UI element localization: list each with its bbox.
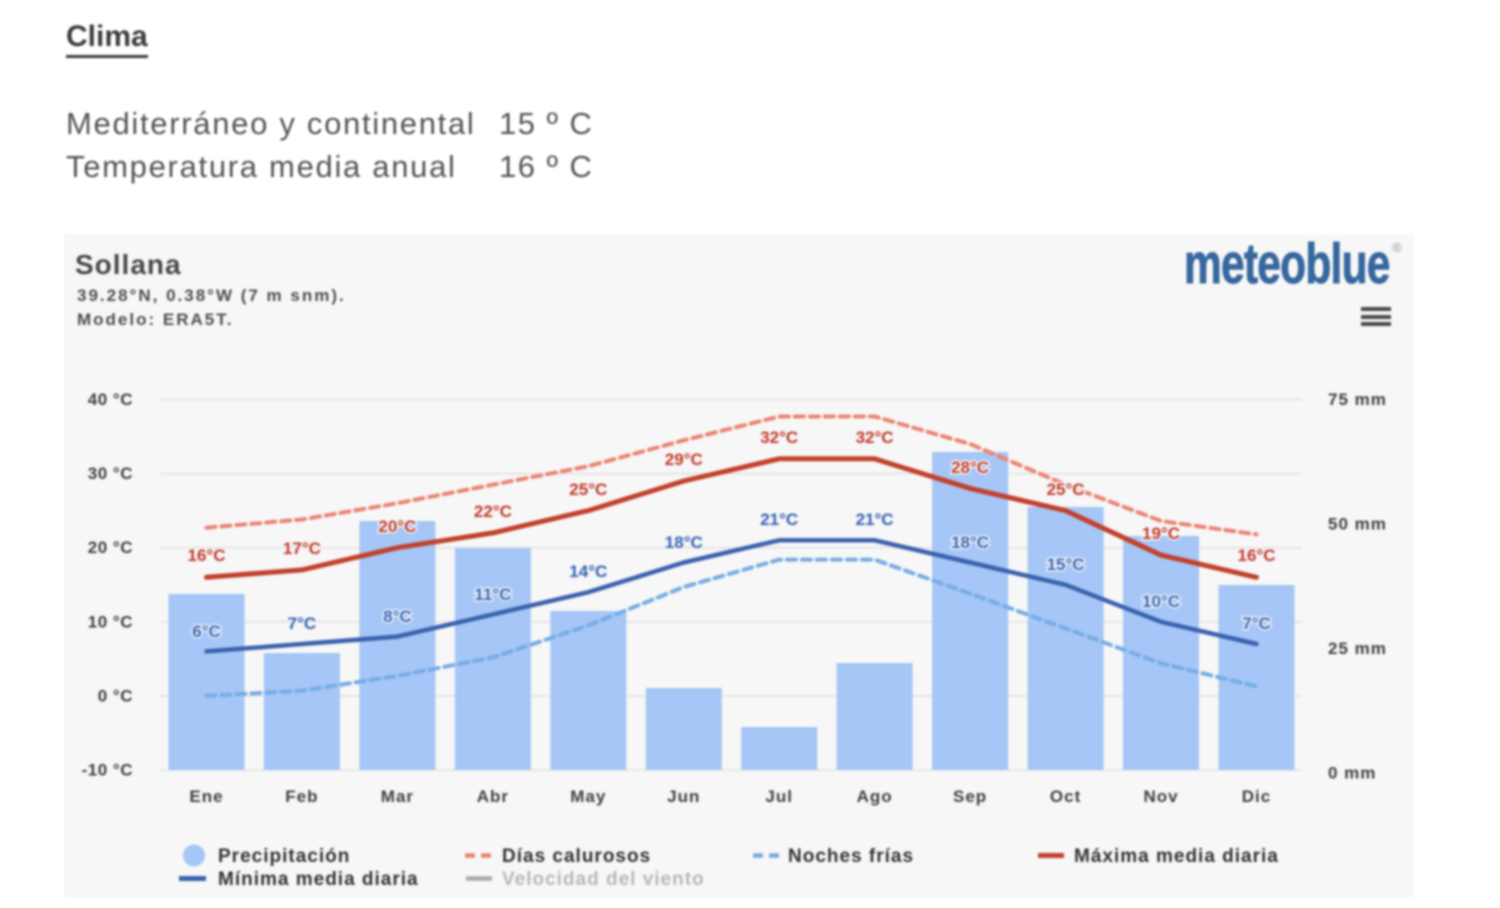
svg-text:Velocidad del viento: Velocidad del viento — [502, 869, 705, 890]
svg-text:Oct: Oct — [1050, 787, 1081, 806]
svg-text:Mínima media diaria: Mínima media diaria — [218, 869, 419, 890]
svg-text:0 °C: 0 °C — [98, 686, 133, 705]
svg-text:40 °C: 40 °C — [88, 390, 133, 409]
svg-text:Jul: Jul — [765, 787, 793, 806]
svg-text:Ene: Ene — [189, 787, 223, 806]
svg-text:Días calurosos: Días calurosos — [502, 846, 651, 867]
svg-text:32°C: 32°C — [760, 428, 798, 447]
svg-text:25°C: 25°C — [1047, 480, 1085, 499]
svg-text:Abr: Abr — [477, 787, 509, 806]
svg-text:6°C: 6°C — [192, 622, 221, 641]
svg-text:25 mm: 25 mm — [1328, 639, 1387, 658]
svg-text:16°C: 16°C — [188, 546, 226, 565]
svg-text:20 °C: 20 °C — [88, 538, 133, 557]
svg-text:Dic: Dic — [1242, 787, 1271, 806]
svg-text:16°C: 16°C — [1238, 546, 1276, 565]
svg-text:21°C: 21°C — [760, 510, 798, 529]
svg-text:Mar: Mar — [381, 787, 414, 806]
svg-text:50 mm: 50 mm — [1328, 515, 1387, 534]
svg-text:7°C: 7°C — [1242, 614, 1271, 633]
svg-text:Feb: Feb — [285, 787, 318, 806]
svg-text:22°C: 22°C — [474, 502, 512, 521]
svg-text:14°C: 14°C — [569, 562, 607, 581]
svg-text:29°C: 29°C — [665, 450, 703, 469]
svg-text:Noches frías: Noches frías — [788, 846, 914, 867]
svg-text:8°C: 8°C — [383, 607, 412, 626]
svg-text:10°C: 10°C — [1142, 592, 1180, 611]
svg-text:Ago: Ago — [857, 787, 893, 806]
svg-text:19°C: 19°C — [1142, 524, 1180, 543]
svg-text:18°C: 18°C — [951, 533, 989, 552]
svg-text:Precipitación: Precipitación — [218, 846, 350, 867]
svg-text:Nov: Nov — [1143, 787, 1178, 806]
svg-text:25°C: 25°C — [569, 480, 607, 499]
svg-text:Jun: Jun — [667, 787, 700, 806]
svg-text:-10 °C: -10 °C — [82, 761, 133, 780]
svg-text:18°C: 18°C — [665, 533, 703, 552]
svg-text:75 mm: 75 mm — [1328, 390, 1387, 409]
svg-text:7°C: 7°C — [288, 614, 317, 633]
svg-text:Máxima media diaria: Máxima media diaria — [1074, 846, 1279, 867]
svg-text:15°C: 15°C — [1047, 555, 1085, 574]
svg-text:11°C: 11°C — [474, 585, 511, 604]
svg-text:28°C: 28°C — [951, 458, 989, 477]
svg-text:17°C: 17°C — [283, 539, 321, 558]
svg-text:May: May — [570, 787, 606, 806]
svg-text:Sep: Sep — [953, 787, 987, 806]
svg-text:30 °C: 30 °C — [88, 464, 133, 483]
svg-text:21°C: 21°C — [856, 510, 894, 529]
svg-text:0 mm: 0 mm — [1328, 764, 1376, 783]
svg-text:32°C: 32°C — [856, 428, 894, 447]
svg-text:10 °C: 10 °C — [88, 612, 133, 631]
svg-text:20°C: 20°C — [378, 517, 416, 536]
